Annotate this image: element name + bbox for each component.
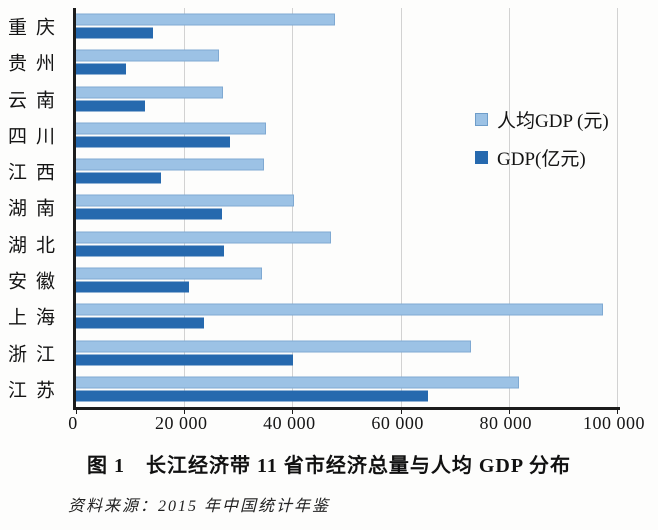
- y-axis-label: 上海: [7, 307, 64, 329]
- y-axis-label: 江西: [7, 162, 64, 184]
- bar-gdp-浙江: [76, 354, 294, 366]
- bar-gdp-湖北: [76, 245, 225, 257]
- bar-gdp-云南: [76, 100, 146, 112]
- tick-mark: [400, 410, 402, 414]
- y-axis-label: 贵州: [7, 53, 64, 75]
- tick-mark: [184, 410, 186, 414]
- bar-group-江苏: 江苏: [8, 371, 620, 407]
- bar-per-capita-gdp-湖北: [76, 231, 331, 244]
- x-axis-tick-labels: 0 20 000 40 000 60 000 80 000 100 000: [0, 413, 658, 441]
- bar-group-贵州: 贵州: [8, 44, 620, 80]
- legend-entry-gdp: GDP(亿元): [475, 144, 609, 171]
- tick-mark: [508, 410, 510, 414]
- x-axis-tick-label: 60 000: [371, 413, 424, 433]
- legend-entry-per-capita-gdp: 人均GDP (元): [475, 106, 609, 133]
- bar-group-湖南: 湖南: [8, 189, 620, 225]
- y-axis-label: 云南: [7, 90, 64, 112]
- bar-group-湖北: 湖北: [8, 226, 620, 262]
- x-axis-tick-label: 80 000: [479, 413, 533, 433]
- bar-gdp-江西: [76, 172, 161, 184]
- y-axis-label: 四川: [7, 126, 64, 148]
- chart-legend: 人均GDP (元) GDP(亿元): [475, 106, 609, 182]
- y-axis-label: 浙江: [7, 344, 64, 366]
- bar-group-安徽: 安徽: [8, 262, 620, 298]
- bar-group-重庆: 重庆: [8, 8, 620, 44]
- x-axis-tick-label: 20 000: [154, 413, 208, 433]
- bar-per-capita-gdp-浙江: [76, 340, 471, 353]
- tick-mark: [617, 410, 618, 414]
- plot-area: 重庆贵州云南四川江西湖南湖北安徽上海浙江江苏 人均GDP (元) GDP(亿元): [8, 8, 620, 414]
- bar-group-四川: 四川: [8, 117, 620, 153]
- legend-swatch-light-blue: [475, 113, 488, 126]
- bar-per-capita-gdp-湖南: [76, 194, 294, 207]
- gridline-60000: [400, 8, 402, 407]
- bar-per-capita-gdp-贵州: [76, 49, 220, 62]
- bar-group-江西: 江西: [8, 153, 620, 189]
- bar-gdp-安徽: [76, 281, 189, 293]
- tick-mark: [292, 410, 294, 414]
- y-axis-label: 江苏: [7, 380, 64, 402]
- y-axis-label: 安徽: [7, 271, 64, 293]
- bar-rows: 重庆贵州云南四川江西湖南湖北安徽上海浙江江苏: [8, 8, 620, 407]
- bar-per-capita-gdp-重庆: [76, 13, 335, 26]
- bar-per-capita-gdp-安徽: [76, 267, 263, 280]
- bar-gdp-四川: [76, 136, 231, 148]
- tick-mark: [76, 410, 77, 414]
- bar-per-capita-gdp-江西: [76, 158, 264, 171]
- bar-group-上海: 上海: [8, 298, 620, 334]
- bar-group-浙江: 浙江: [8, 334, 620, 370]
- gridline-40000: [292, 8, 294, 407]
- gridline-20000: [184, 8, 186, 407]
- gridline-100000: [617, 8, 618, 407]
- bar-per-capita-gdp-江苏: [76, 376, 519, 389]
- bar-per-capita-gdp-四川: [76, 122, 267, 135]
- y-axis-label: 湖南: [7, 198, 64, 220]
- bar-gdp-湖南: [76, 208, 223, 220]
- y-axis-label: 湖北: [7, 235, 64, 257]
- gridline-80000: [508, 8, 510, 407]
- bar-gdp-江苏: [76, 390, 429, 402]
- x-axis-tick-label: 40 000: [263, 413, 316, 433]
- figure-source-note: 资料来源：2015 年中国统计年鉴: [68, 498, 331, 515]
- bar-gdp-重庆: [76, 27, 154, 39]
- bar-gdp-上海: [76, 317, 204, 329]
- figure-caption: 图 1 长江经济带 11 省市经济总量与人均 GDP 分布: [86, 455, 571, 477]
- legend-swatch-dark-blue: [475, 151, 488, 164]
- bar-gdp-贵州: [76, 63, 127, 75]
- x-axis-tick-label: 100 000: [583, 413, 645, 433]
- x-axis-tick-label: 0: [68, 413, 78, 433]
- legend-label: 人均GDP (元): [497, 111, 609, 132]
- bar-group-云南: 云南: [8, 81, 620, 117]
- bar-per-capita-gdp-云南: [76, 86, 224, 99]
- bar-per-capita-gdp-上海: [76, 303, 603, 316]
- legend-label: GDP(亿元): [497, 149, 586, 170]
- y-axis-label: 重庆: [7, 17, 64, 39]
